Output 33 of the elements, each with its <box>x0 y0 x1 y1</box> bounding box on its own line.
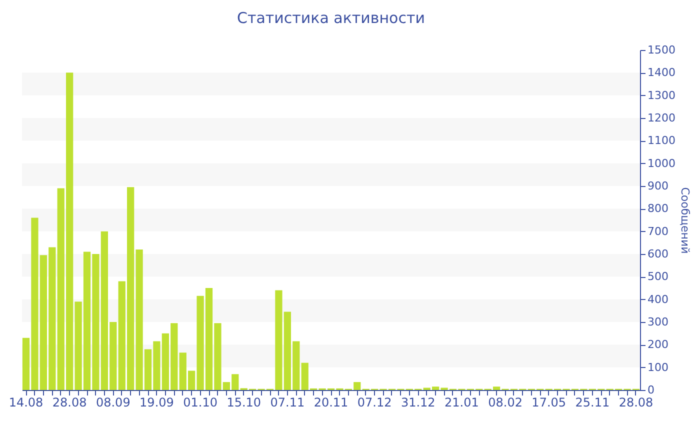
y-tick-label: 700 <box>648 224 668 238</box>
y-tick-label: 500 <box>648 270 668 284</box>
x-tick-label: 08.09 <box>96 396 130 410</box>
x-tick-label: 08.02 <box>488 396 522 410</box>
x-tick-label: 19.09 <box>140 396 174 410</box>
y-tick-label: 1500 <box>648 44 676 56</box>
x-tick-label: 01.10 <box>183 396 218 410</box>
y-tick-label: 100 <box>648 360 668 374</box>
x-tick-label: 17.05 <box>532 396 566 410</box>
y-tick-label: 600 <box>648 248 668 260</box>
y-tick-label: 1000 <box>648 156 676 170</box>
y-axis-title: Сообщений <box>678 187 692 254</box>
y-tick-label: 200 <box>648 338 668 352</box>
y-tick-label: 0 <box>648 384 654 396</box>
x-tick-label: 14.08 <box>8 396 44 410</box>
y-tick-label: 1400 <box>648 66 676 80</box>
y-tick-label: 300 <box>648 316 668 328</box>
x-tick-label: 28.08 <box>618 396 654 410</box>
y-tick-label: 900 <box>648 180 668 192</box>
y-tick-label: 1300 <box>648 88 676 102</box>
x-tick-label: 28.08 <box>52 396 87 410</box>
x-tick-label: 25.11 <box>575 396 610 410</box>
x-tick-label: 07.12 <box>357 396 392 410</box>
x-tick-label: 21.01 <box>444 396 479 410</box>
x-tick-label: 31.12 <box>400 396 436 410</box>
chart-title: Статистика активности <box>237 9 425 27</box>
x-tick-label: 20.11 <box>314 396 348 410</box>
x-tick-label: 15.10 <box>226 396 262 410</box>
y-tick-label: 1100 <box>648 134 676 148</box>
y-tick-label: 1200 <box>648 112 676 124</box>
y-tick-label: 400 <box>648 292 668 306</box>
x-tick-label: 07.11 <box>270 396 305 410</box>
y-tick-label: 800 <box>648 202 668 216</box>
